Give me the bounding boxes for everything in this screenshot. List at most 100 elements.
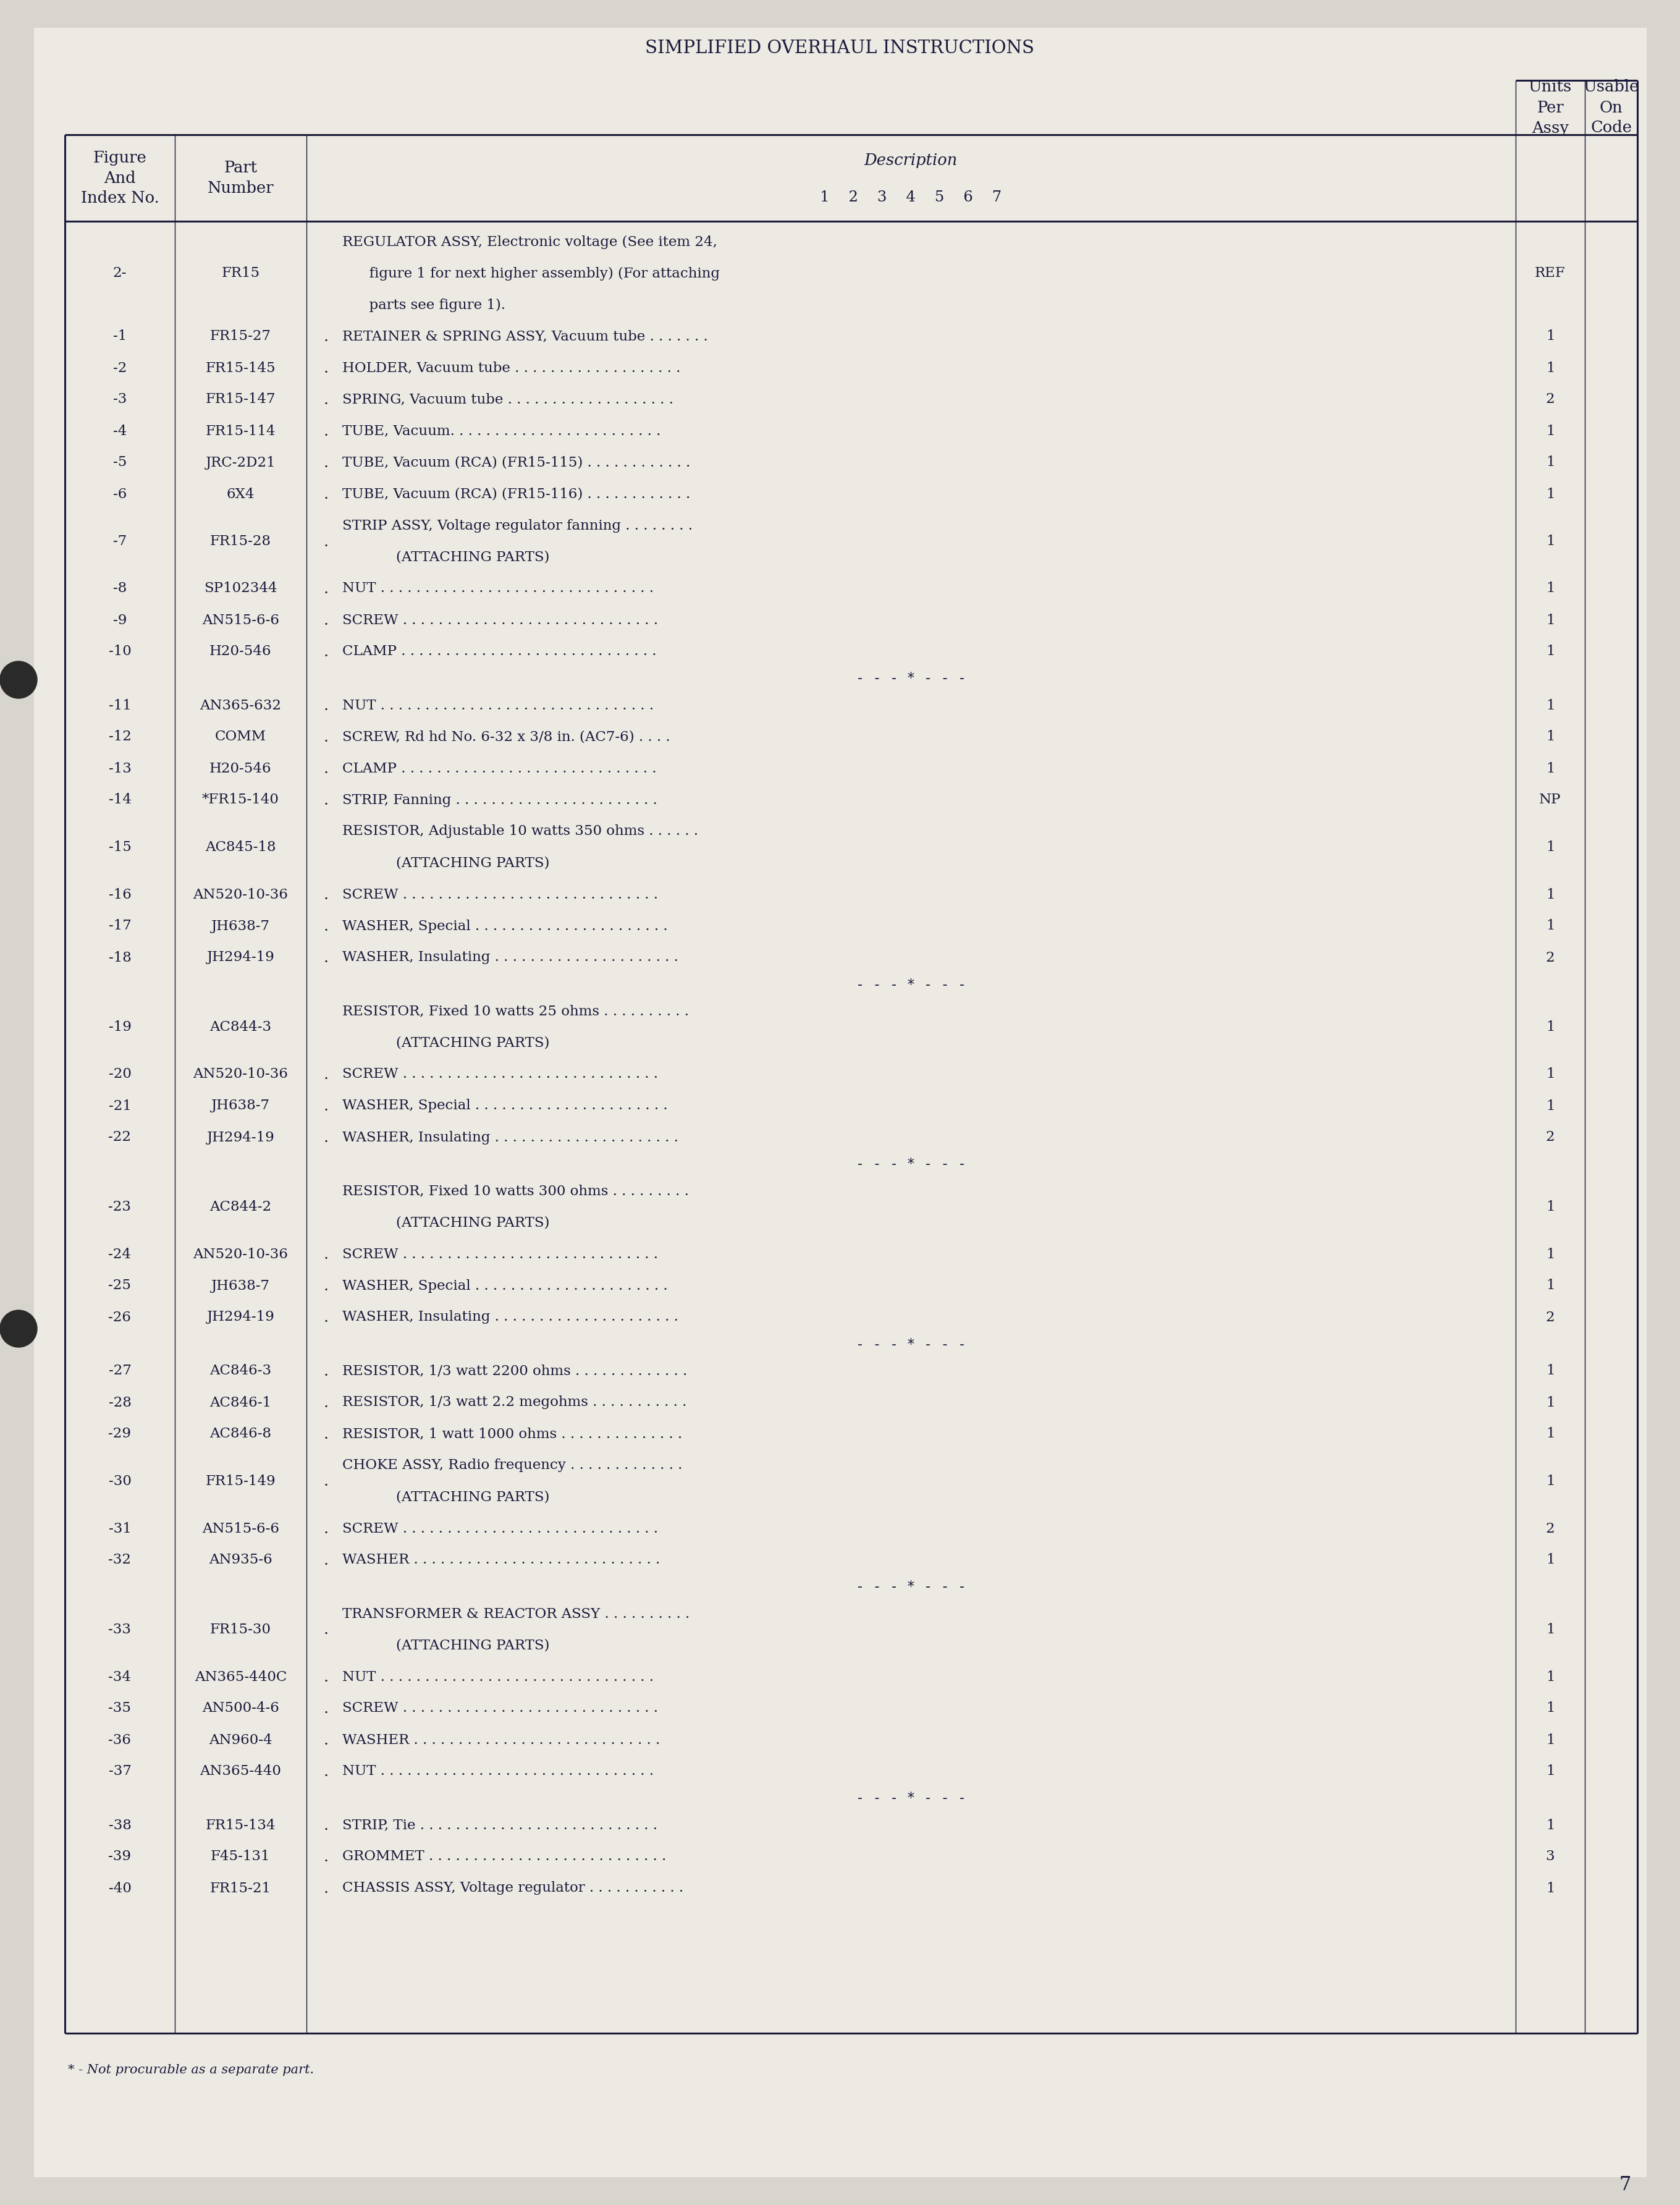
Text: JRC-2D21: JRC-2D21 (205, 456, 276, 470)
Text: WASHER, Special . . . . . . . . . . . . . . . . . . . . . .: WASHER, Special . . . . . . . . . . . . … (343, 1098, 667, 1114)
Text: NP: NP (1539, 794, 1561, 807)
Text: -37: -37 (109, 1764, 131, 1777)
Text: 1: 1 (1546, 582, 1554, 595)
Text: Figure
And
Index No.: Figure And Index No. (81, 150, 160, 205)
Text: AN935-6: AN935-6 (208, 1552, 272, 1568)
Text: .: . (324, 487, 329, 503)
Text: 1: 1 (1546, 1733, 1554, 1746)
Text: JH294-19: JH294-19 (207, 1131, 274, 1144)
Text: JH638-7: JH638-7 (212, 919, 270, 933)
Text: -10: -10 (109, 644, 131, 659)
Text: WASHER . . . . . . . . . . . . . . . . . . . . . . . . . . . .: WASHER . . . . . . . . . . . . . . . . .… (343, 1733, 660, 1746)
Text: .: . (324, 1817, 329, 1832)
Text: CLAMP . . . . . . . . . . . . . . . . . . . . . . . . . . . . .: CLAMP . . . . . . . . . . . . . . . . . … (343, 644, 657, 659)
Text: SIMPLIFIED OVERHAUL INSTRUCTIONS: SIMPLIFIED OVERHAUL INSTRUCTIONS (645, 40, 1035, 57)
Text: RESISTOR, Fixed 10 watts 25 ohms . . . . . . . . . .: RESISTOR, Fixed 10 watts 25 ohms . . . .… (343, 1005, 689, 1019)
Text: -14: -14 (109, 794, 131, 807)
Text: (ATTACHING PARTS): (ATTACHING PARTS) (343, 1491, 549, 1504)
Text: AC846-1: AC846-1 (210, 1396, 272, 1409)
Text: JH638-7: JH638-7 (212, 1098, 270, 1114)
Text: 1: 1 (1546, 1475, 1554, 1488)
Text: 1: 1 (1546, 534, 1554, 549)
Text: .: . (324, 1279, 329, 1294)
Text: .: . (324, 534, 329, 549)
Text: 1: 1 (1546, 730, 1554, 743)
Text: WASHER, Insulating . . . . . . . . . . . . . . . . . . . . .: WASHER, Insulating . . . . . . . . . . .… (343, 1310, 679, 1323)
Text: 1: 1 (1546, 362, 1554, 375)
Text: .: . (324, 1881, 329, 1896)
Text: .: . (324, 359, 329, 375)
Text: -33: -33 (109, 1623, 131, 1636)
Text: 1: 1 (1546, 919, 1554, 933)
Text: SCREW . . . . . . . . . . . . . . . . . . . . . . . . . . . . .: SCREW . . . . . . . . . . . . . . . . . … (343, 1067, 659, 1080)
Text: .: . (324, 917, 329, 933)
Text: -22: -22 (109, 1131, 131, 1144)
Text: RESISTOR, Fixed 10 watts 300 ohms . . . . . . . . .: RESISTOR, Fixed 10 watts 300 ohms . . . … (343, 1184, 689, 1197)
Text: -36: -36 (109, 1733, 131, 1746)
Text: .: . (324, 1427, 329, 1442)
Text: -2: -2 (113, 362, 126, 375)
Text: 1: 1 (1546, 1098, 1554, 1114)
Text: WASHER, Special . . . . . . . . . . . . . . . . . . . . . .: WASHER, Special . . . . . . . . . . . . … (343, 1279, 667, 1292)
Text: .: . (324, 1733, 329, 1749)
Text: Part
Number: Part Number (207, 161, 274, 196)
Text: -17: -17 (109, 919, 131, 933)
Text: .: . (324, 1246, 329, 1261)
Text: CHOKE ASSY, Radio frequency . . . . . . . . . . . . .: CHOKE ASSY, Radio frequency . . . . . . … (343, 1460, 682, 1473)
Text: WASHER, Special . . . . . . . . . . . . . . . . . . . . . .: WASHER, Special . . . . . . . . . . . . … (343, 919, 667, 933)
Text: .: . (324, 329, 329, 344)
Text: .: . (324, 1669, 329, 1685)
Text: -16: -16 (109, 889, 131, 902)
Text: (ATTACHING PARTS): (ATTACHING PARTS) (343, 1036, 549, 1050)
Text: -40: -40 (109, 1881, 131, 1894)
Text: -11: -11 (109, 699, 131, 712)
Text: -34: -34 (109, 1669, 131, 1685)
Text: - - - * - - -: - - - * - - - (855, 977, 966, 992)
Text: AN515-6-6: AN515-6-6 (202, 613, 279, 626)
Text: .: . (324, 613, 329, 628)
Text: RESISTOR, 1/3 watt 2.2 megohms . . . . . . . . . . .: RESISTOR, 1/3 watt 2.2 megohms . . . . .… (343, 1396, 687, 1409)
Text: F45-131: F45-131 (212, 1850, 270, 1863)
Text: NUT . . . . . . . . . . . . . . . . . . . . . . . . . . . . . . .: NUT . . . . . . . . . . . . . . . . . . … (343, 699, 654, 712)
Text: 1: 1 (1546, 761, 1554, 776)
Text: STRIP, Tie . . . . . . . . . . . . . . . . . . . . . . . . . . .: STRIP, Tie . . . . . . . . . . . . . . .… (343, 1819, 657, 1832)
Text: -23: -23 (109, 1200, 131, 1213)
Text: WASHER, Insulating . . . . . . . . . . . . . . . . . . . . .: WASHER, Insulating . . . . . . . . . . .… (343, 1131, 679, 1144)
Text: .: . (324, 1310, 329, 1325)
Text: .: . (324, 644, 329, 659)
Text: AN365-632: AN365-632 (200, 699, 282, 712)
Text: -35: -35 (109, 1702, 131, 1715)
Text: 1: 1 (1546, 1623, 1554, 1636)
Text: 1: 1 (1546, 1021, 1554, 1034)
Text: CLAMP . . . . . . . . . . . . . . . . . . . . . . . . . . . . .: CLAMP . . . . . . . . . . . . . . . . . … (343, 761, 657, 776)
Text: 2-: 2- (113, 267, 126, 280)
Text: -13: -13 (109, 761, 131, 776)
Text: AC844-3: AC844-3 (210, 1021, 272, 1034)
Text: RESISTOR, 1/3 watt 2200 ohms . . . . . . . . . . . . .: RESISTOR, 1/3 watt 2200 ohms . . . . . .… (343, 1365, 687, 1378)
Text: SPRING, Vacuum tube . . . . . . . . . . . . . . . . . . .: SPRING, Vacuum tube . . . . . . . . . . … (343, 392, 674, 406)
Text: .: . (324, 1129, 329, 1144)
Text: FR15-30: FR15-30 (210, 1623, 270, 1636)
Text: 6X4: 6X4 (227, 487, 255, 501)
Text: SCREW . . . . . . . . . . . . . . . . . . . . . . . . . . . . .: SCREW . . . . . . . . . . . . . . . . . … (343, 1702, 659, 1715)
Text: 1: 1 (1546, 487, 1554, 501)
Text: WASHER, Insulating . . . . . . . . . . . . . . . . . . . . .: WASHER, Insulating . . . . . . . . . . .… (343, 950, 679, 964)
Text: HOLDER, Vacuum tube . . . . . . . . . . . . . . . . . . .: HOLDER, Vacuum tube . . . . . . . . . . … (343, 362, 680, 375)
Text: (ATTACHING PARTS): (ATTACHING PARTS) (343, 551, 549, 564)
Text: - - - * - - -: - - - * - - - (855, 1158, 966, 1171)
Text: 1: 1 (1546, 1248, 1554, 1261)
Text: parts see figure 1).: parts see figure 1). (343, 298, 506, 311)
Text: 2: 2 (1546, 1521, 1554, 1535)
Text: 2: 2 (1546, 1310, 1554, 1323)
Text: -15: -15 (109, 840, 131, 853)
Text: FR15-21: FR15-21 (210, 1881, 270, 1894)
Text: TRANSFORMER & REACTOR ASSY . . . . . . . . . .: TRANSFORMER & REACTOR ASSY . . . . . . .… (343, 1607, 690, 1621)
Text: AC845-18: AC845-18 (205, 840, 276, 853)
Text: 1: 1 (1546, 1819, 1554, 1832)
Text: FR15-28: FR15-28 (210, 534, 270, 549)
Text: - - - * - - -: - - - * - - - (855, 1581, 966, 1594)
Text: SCREW . . . . . . . . . . . . . . . . . . . . . . . . . . . . .: SCREW . . . . . . . . . . . . . . . . . … (343, 613, 659, 626)
Text: .: . (324, 950, 329, 966)
Text: .: . (324, 1067, 329, 1083)
Text: 1: 1 (1546, 456, 1554, 470)
